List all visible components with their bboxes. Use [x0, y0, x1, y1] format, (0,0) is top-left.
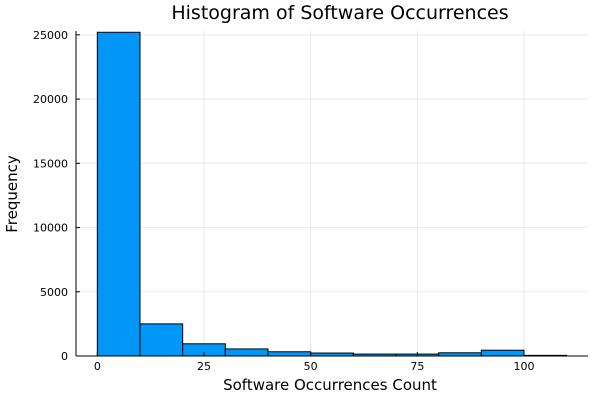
y-tick-label: 10000 — [33, 222, 68, 235]
y-tick-label: 0 — [61, 350, 68, 363]
x-tick-label: 0 — [94, 360, 101, 373]
axes — [75, 31, 588, 357]
y-tick-label: 25000 — [33, 29, 68, 42]
x-tick-label: 50 — [304, 360, 318, 373]
x-tick-label: 25 — [197, 360, 211, 373]
histogram-bar — [139, 323, 184, 357]
y-tick-labels: 0 5000 10000 15000 20000 25000 — [33, 29, 80, 363]
grid-lines — [76, 31, 588, 357]
histogram-bar — [224, 348, 269, 357]
histogram-bar — [267, 351, 312, 357]
x-tick-labels: 0 25 50 75 100 — [94, 352, 535, 373]
y-tick-label: 5000 — [40, 286, 68, 299]
x-tick-label: 75 — [410, 360, 424, 373]
histogram-bar — [480, 349, 525, 357]
x-tick-label: 100 — [514, 360, 535, 373]
chart-title: Histogram of Software Occurrences — [171, 2, 508, 24]
histogram-bar — [96, 31, 141, 357]
y-axis-label: Frequency — [3, 155, 21, 233]
y-tick-label: 15000 — [33, 157, 68, 170]
histogram-bars — [96, 31, 568, 357]
y-tick-label: 20000 — [33, 93, 68, 106]
x-axis-label: Software Occurrences Count — [223, 376, 437, 394]
